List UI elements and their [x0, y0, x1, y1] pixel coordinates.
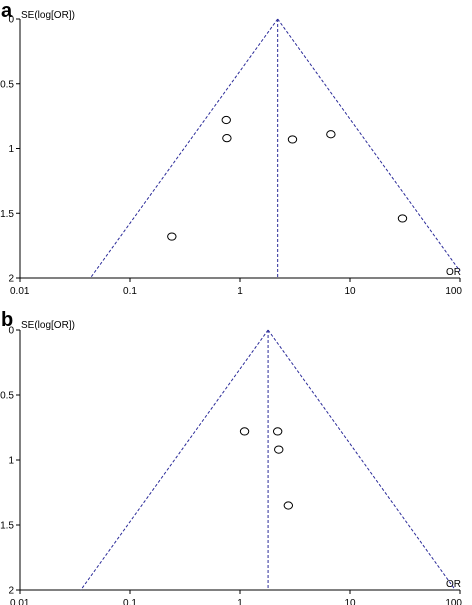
panel-b-xlabel: OR	[446, 579, 461, 590]
panel-b-funnel-left-line	[80, 329, 269, 591]
panel-b-y-tick-label: 0.5	[0, 391, 14, 402]
panel-a-study-point	[326, 130, 336, 139]
panel-a-plot-area: 0 0.5 1 1.5 20.01 0.1 1 10 100	[0, 15, 462, 298]
panel-b-study-point	[272, 427, 283, 436]
panel-b-study-point	[274, 445, 284, 454]
panel-a-study-point	[222, 134, 232, 143]
panel-b-y-tick-label: 1	[8, 456, 14, 467]
panel-b-plot-area: 0 0.5 1 1.5 20.01 0.1 1 10 100	[0, 326, 462, 605]
panel-a-funnel-left-line	[89, 18, 279, 279]
panel-a-ylabel: SE(log[OR])	[21, 10, 75, 21]
panel-b-x-tick-label: 0.01	[10, 598, 30, 605]
panel-a-x-tick-label: 1	[237, 286, 243, 297]
panel-b-study-point	[239, 427, 250, 436]
panel-a-y-tick-label: 1	[8, 144, 14, 155]
panel-a-y-tick-label: 0	[8, 15, 14, 26]
panel-a-x-tick-label: 100	[445, 286, 462, 297]
panel-b-y-tick-label: 2	[8, 586, 14, 597]
panel-a-x-tick-label: 0.01	[10, 286, 30, 297]
panel-a-study-point	[397, 214, 408, 223]
panel-b-ylabel: SE(log[OR])	[21, 320, 75, 331]
panel-a-y-tick-label: 0.5	[0, 79, 14, 90]
panel-a-x-tick-label: 10	[344, 286, 356, 297]
panel-b-x-tick-label: 1	[237, 598, 243, 605]
panel-a-study-point	[221, 115, 231, 125]
panel-a-study-point	[287, 135, 298, 144]
panel-a-y-tick-label: 1.5	[0, 209, 14, 220]
panel-a-study-point	[167, 232, 177, 241]
panel-a-funnel-right-line	[277, 18, 461, 272]
panel-a-x-tick-label: 0.1	[123, 286, 137, 297]
panel-a-y-tick-label: 2	[8, 274, 14, 285]
panel-b-y-tick-label: 1.5	[0, 521, 14, 532]
panel-b: b SE(log[OR]) OR 0 0.5 1 1.5 20.01 0.1 1 10 100	[0, 309, 462, 605]
panel-b-x-tick-label: 0.1	[123, 598, 137, 605]
panel-a: a SE(log[OR]) OR 0 0.5 1 1.5 20.01 0.1 1 10 100	[0, 0, 462, 297]
panel-b-study-point	[283, 501, 294, 510]
panel-b-y-tick-label: 0	[8, 326, 14, 337]
panel-b-letter: b	[1, 309, 13, 331]
panel-a-letter: a	[1, 0, 13, 22]
panel-a-xlabel: OR	[446, 267, 461, 278]
panel-b-x-tick-label: 10	[344, 598, 356, 605]
panel-b-funnel-right-line	[267, 329, 456, 591]
panel-b-x-tick-label: 100	[445, 598, 462, 605]
